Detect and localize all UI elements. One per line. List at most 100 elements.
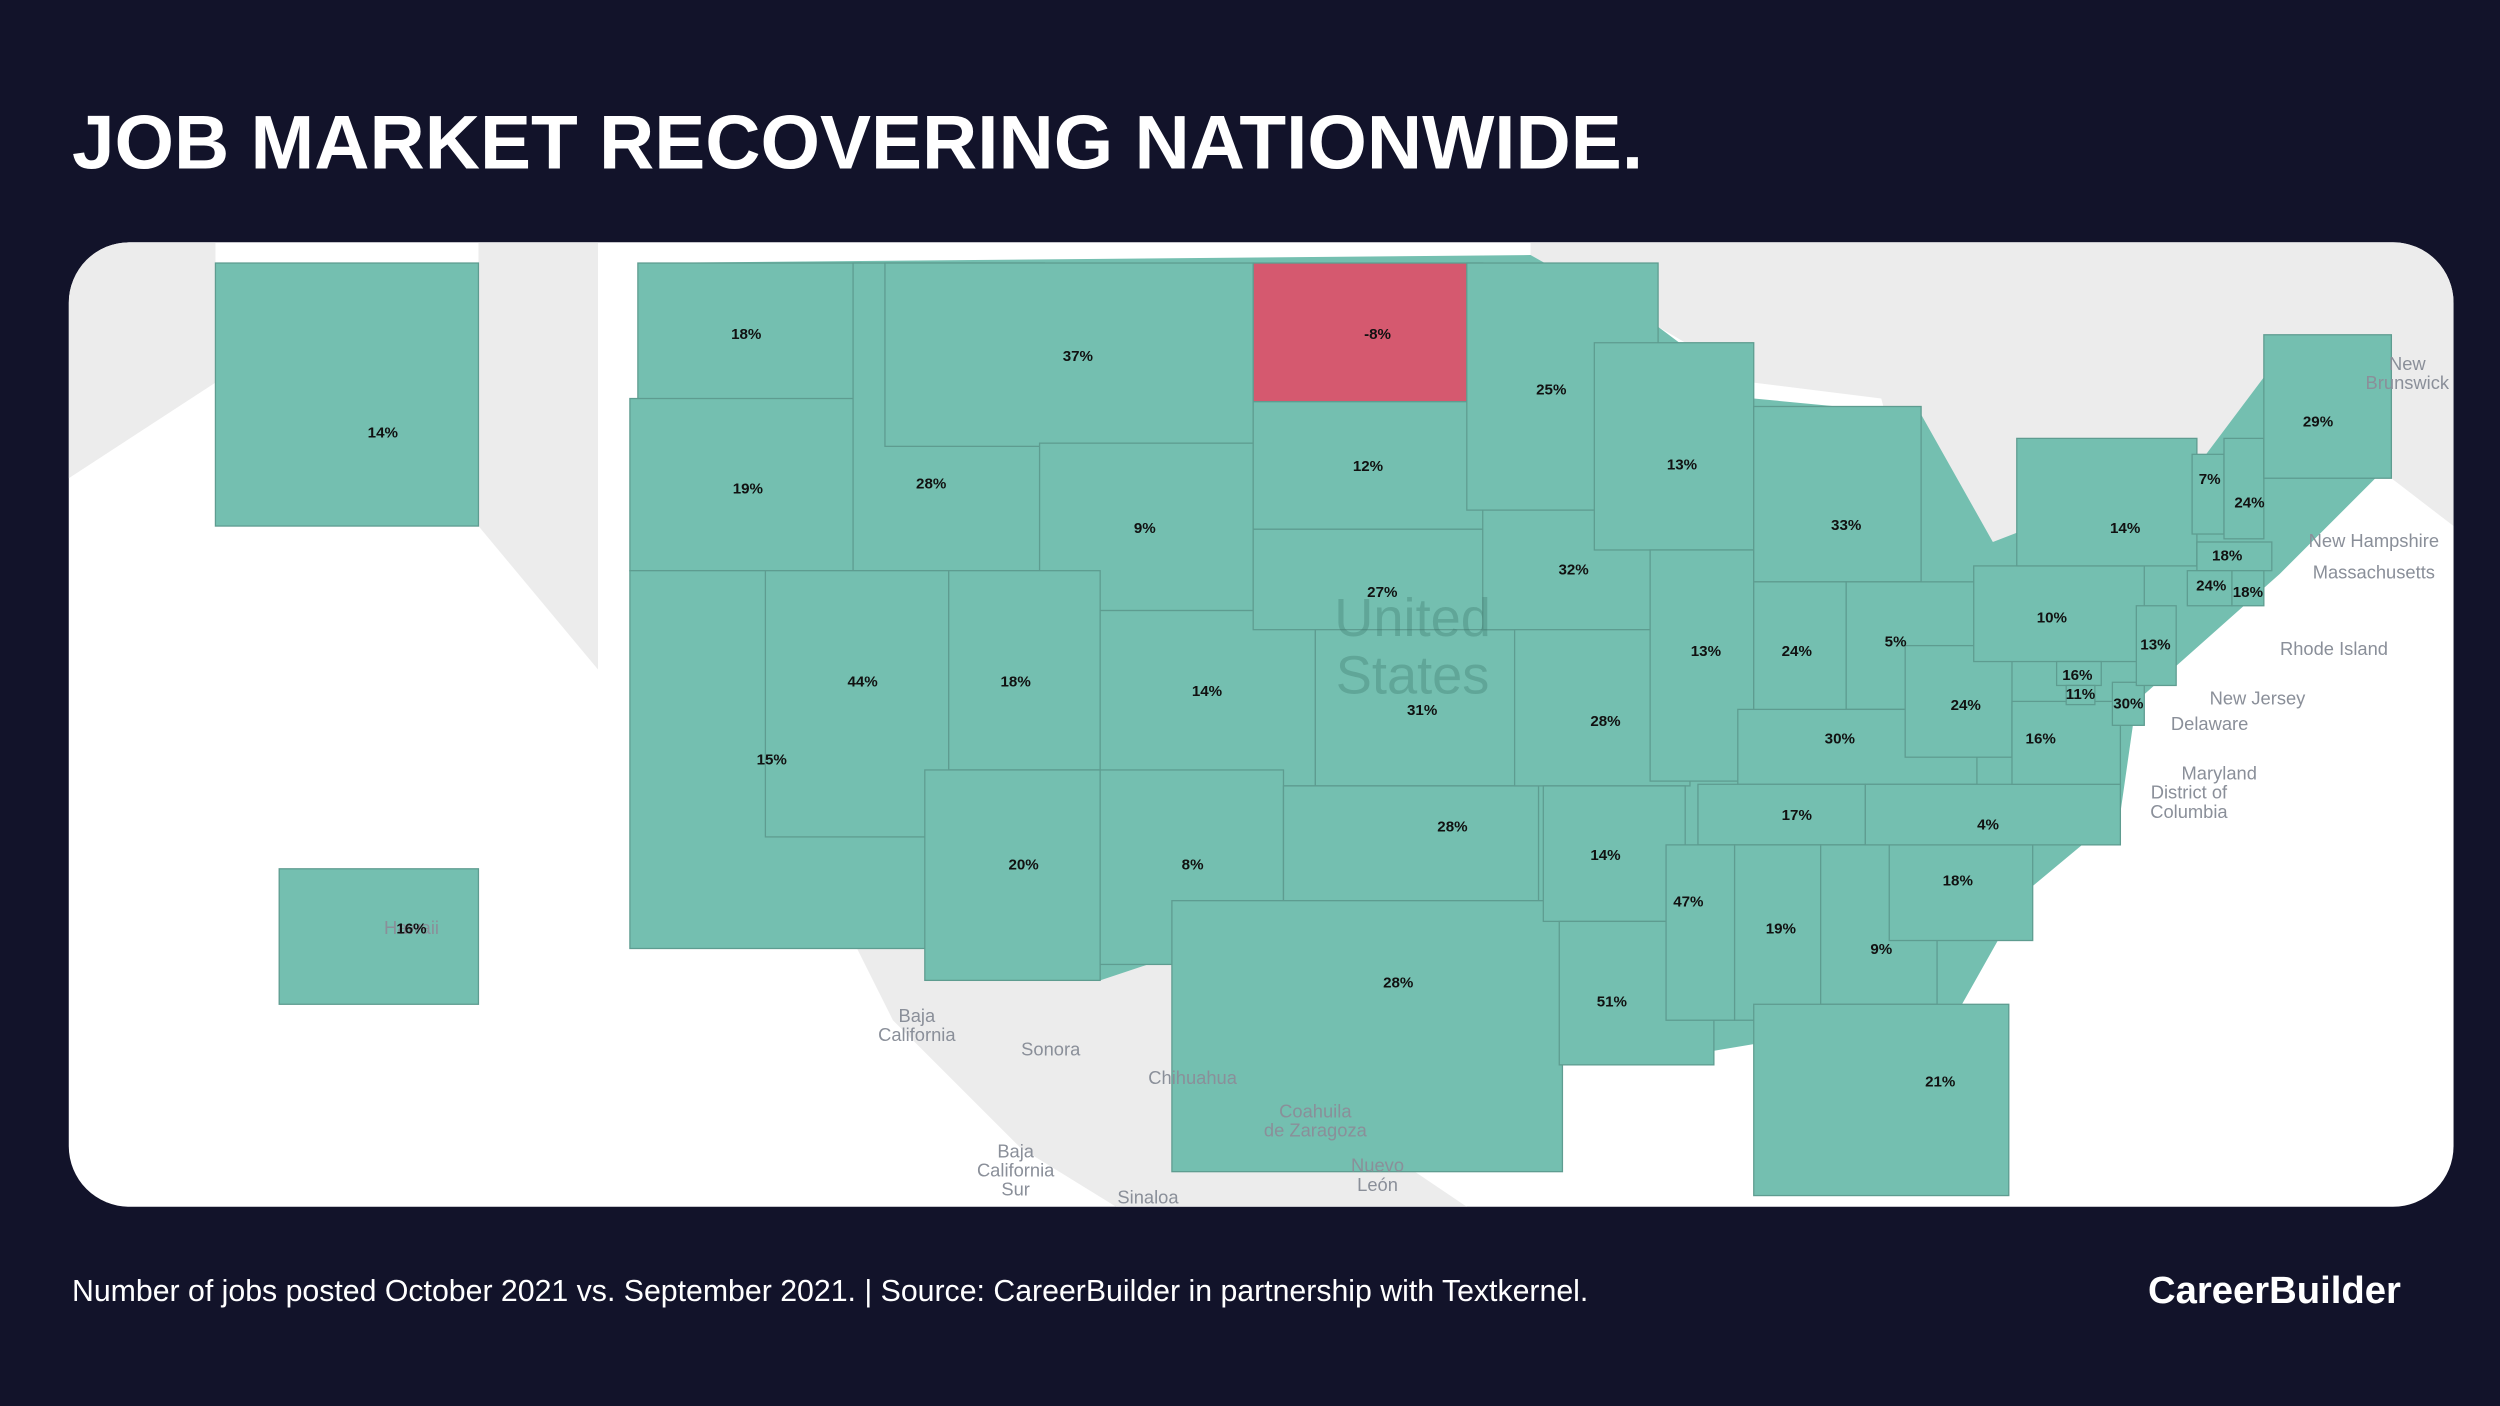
state-region — [1252, 262, 1484, 403]
state-region — [1593, 342, 1755, 551]
place-label: California — [878, 1024, 956, 1045]
value-label: 30% — [2113, 696, 2144, 713]
footer-note: Number of jobs posted October 2021 vs. S… — [72, 1275, 1588, 1308]
value-label: 21% — [1925, 1073, 1956, 1090]
value-label: 44% — [847, 673, 878, 690]
value-label: 9% — [1870, 941, 1892, 958]
state-region — [1282, 785, 1540, 902]
value-label: 28% — [1383, 975, 1414, 992]
place-label: New Jersey — [2210, 688, 2307, 709]
country-label: United — [1334, 588, 1491, 648]
value-label: 11% — [2066, 686, 2096, 703]
state-region — [924, 769, 1101, 982]
value-label: 33% — [1831, 517, 1862, 534]
place-label: District of — [2151, 782, 2228, 803]
value-label: 9% — [1134, 520, 1156, 537]
value-label: 16% — [2026, 731, 2057, 748]
place-label: California — [977, 1160, 1055, 1181]
value-label: 32% — [1558, 562, 1589, 579]
state-region — [278, 868, 480, 1005]
place-label: Baja — [898, 1005, 935, 1026]
place-label: New Hampshire — [2309, 530, 2439, 551]
value-label: 24% — [2234, 495, 2265, 512]
place-label: Chihuahua — [1148, 1067, 1237, 1088]
value-label: 30% — [1825, 731, 1856, 748]
value-label: 20% — [1008, 857, 1039, 874]
canada-land — [1530, 242, 2454, 558]
value-label: 19% — [733, 480, 764, 497]
value-label: 31% — [1407, 702, 1438, 719]
state-region — [2223, 437, 2265, 540]
value-label: 47% — [1673, 893, 1704, 910]
state-region — [884, 262, 1254, 447]
state-region — [2016, 437, 2198, 567]
value-label: 24% — [1951, 697, 1982, 714]
place-label: New — [2389, 353, 2426, 374]
place-label: Massachusetts — [2313, 562, 2435, 583]
value-label: 18% — [2233, 584, 2264, 601]
value-label: 15% — [757, 751, 788, 768]
state-region — [2065, 684, 2096, 706]
value-label: 12% — [1353, 458, 1384, 475]
value-label: 13% — [2140, 637, 2171, 654]
place-label: Baja — [997, 1140, 1034, 1161]
state-region — [948, 570, 1101, 771]
value-label: 17% — [1782, 807, 1813, 824]
state-region — [1252, 528, 1508, 631]
value-label: 7% — [2199, 471, 2221, 488]
value-label: 29% — [2303, 413, 2334, 430]
place-label: de Zaragoza — [1264, 1120, 1368, 1141]
value-label: 18% — [1001, 673, 1032, 690]
state-region — [1542, 785, 1686, 923]
state-region — [1753, 405, 1922, 583]
country-label: States — [1336, 645, 1490, 705]
value-label: 28% — [1437, 818, 1468, 835]
state-region — [1753, 1003, 2010, 1197]
value-label: 10% — [2037, 610, 2068, 627]
value-label: 4% — [1977, 817, 1999, 834]
value-label: 14% — [2110, 520, 2141, 537]
place-label: Maryland — [2182, 763, 2257, 784]
state-region — [214, 262, 480, 527]
state-region — [1697, 783, 1866, 846]
title: JOB MARKET RECOVERING NATIONWIDE. — [72, 100, 1643, 185]
state-region — [1864, 783, 2122, 846]
value-label: 14% — [1590, 847, 1621, 864]
place-label: Hawaii — [384, 917, 439, 938]
state-region — [2135, 605, 2177, 687]
value-label: 14% — [368, 425, 399, 442]
value-label: 18% — [1943, 873, 1974, 890]
value-label: 18% — [731, 326, 762, 343]
state-region — [1753, 581, 1847, 734]
value-label: 16% — [2062, 667, 2093, 684]
state-region — [1665, 844, 1736, 1021]
canada-land-west — [68, 242, 599, 670]
place-label: Sinaloa — [1117, 1187, 1179, 1208]
state-region — [1252, 401, 1487, 530]
value-label: 24% — [2196, 578, 2227, 595]
state-region — [1973, 565, 2145, 663]
state-region — [1171, 900, 1564, 1173]
value-label: 13% — [1691, 643, 1722, 660]
place-label: León — [1357, 1174, 1398, 1195]
place-label: Rhode Island — [2280, 638, 2388, 659]
value-label: 19% — [1766, 920, 1797, 937]
value-label: 24% — [1782, 643, 1813, 660]
value-label: -8% — [1364, 326, 1391, 343]
value-label: 28% — [1590, 713, 1621, 730]
state-region — [1904, 644, 2013, 758]
brand-logo: CareerBuilder — [2148, 1269, 2401, 1312]
state-region — [2111, 681, 2145, 726]
value-label: 13% — [1667, 456, 1698, 473]
place-label: Columbia — [2150, 801, 2228, 822]
value-label: 18% — [2212, 547, 2243, 564]
place-label: Delaware — [2171, 713, 2248, 734]
state-region — [2263, 334, 2393, 479]
value-label: 5% — [1885, 633, 1907, 650]
value-label: 27% — [1367, 584, 1398, 601]
state-region — [764, 570, 950, 838]
place-label: Sur — [1001, 1179, 1030, 1200]
place-label: Brunswick — [2366, 372, 2450, 393]
